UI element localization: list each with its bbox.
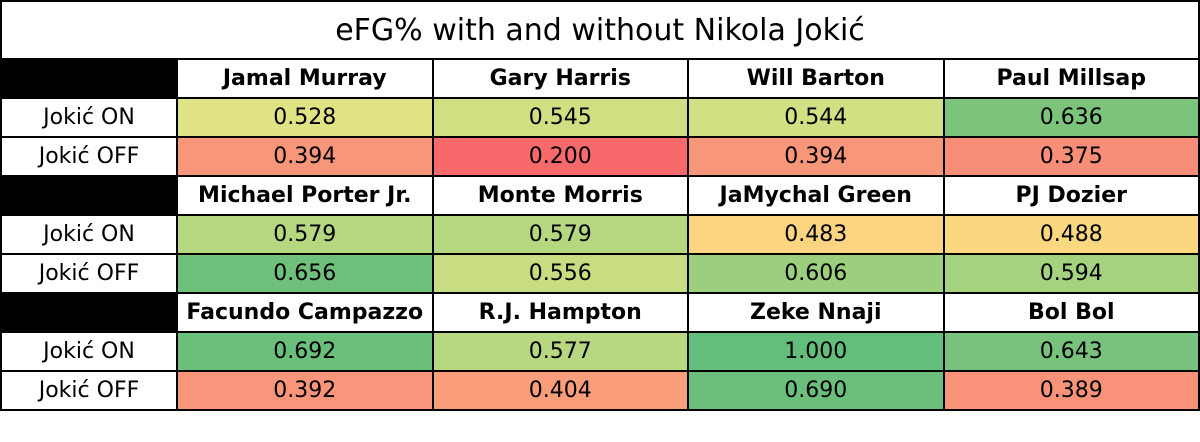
player-name: Monte Morris	[431, 175, 689, 216]
row-label: Jokić ON	[0, 331, 178, 372]
value-cell: 0.656	[176, 253, 434, 294]
player-name: PJ Dozier	[942, 175, 1200, 216]
value-cell: 0.375	[942, 136, 1200, 177]
header-row: Facundo Campazzo R.J. Hampton Zeke Nnaji Bo…	[0, 292, 1200, 333]
value-cell: 0.690	[687, 370, 945, 411]
value-cell: 0.389	[942, 370, 1200, 411]
data-row: Jokić OFF 0.392 0.404 0.690 0.389	[0, 370, 1200, 411]
player-name: R.J. Hampton	[431, 292, 689, 333]
player-name: Zeke Nnaji	[687, 292, 945, 333]
value-cell: 0.579	[176, 214, 434, 255]
row-label: Jokić ON	[0, 214, 178, 255]
value-cell: 0.636	[942, 97, 1200, 138]
value-cell: 0.545	[431, 97, 689, 138]
value-cell: 0.528	[176, 97, 434, 138]
player-name: Facundo Campazzo	[176, 292, 434, 333]
value-cell: 0.394	[176, 136, 434, 177]
value-cell: 1.000	[687, 331, 945, 372]
player-name: Gary Harris	[431, 58, 689, 99]
blank-cell	[0, 58, 178, 99]
value-cell: 0.556	[431, 253, 689, 294]
value-cell: 0.643	[942, 331, 1200, 372]
header-row: Michael Porter Jr. Monte Morris JaMychal G…	[0, 175, 1200, 216]
data-row: Jokić OFF 0.656 0.556 0.606 0.594	[0, 253, 1200, 294]
value-cell: 0.392	[176, 370, 434, 411]
data-row: Jokić ON 0.579 0.579 0.483 0.488	[0, 214, 1200, 255]
player-name: Paul Millsap	[942, 58, 1200, 99]
value-cell: 0.200	[431, 136, 689, 177]
value-cell: 0.488	[942, 214, 1200, 255]
player-name: JaMychal Green	[687, 175, 945, 216]
value-cell: 0.404	[431, 370, 689, 411]
player-name: Bol Bol	[942, 292, 1200, 333]
player-name: Jamal Murray	[176, 58, 434, 99]
data-row: Jokić ON 0.528 0.545 0.544 0.636	[0, 97, 1200, 138]
title-row: eFG% with and without Nikola Jokić	[0, 0, 1200, 60]
value-cell: 0.394	[687, 136, 945, 177]
value-cell: 0.594	[942, 253, 1200, 294]
data-row: Jokić ON 0.692 0.577 1.000 0.643	[0, 331, 1200, 372]
blank-cell	[0, 292, 178, 333]
blank-cell	[0, 175, 178, 216]
player-name: Will Barton	[687, 58, 945, 99]
player-name: Michael Porter Jr.	[176, 175, 434, 216]
row-label: Jokić ON	[0, 97, 178, 138]
value-cell: 0.692	[176, 331, 434, 372]
table-title: eFG% with and without Nikola Jokić	[0, 0, 1200, 60]
row-label: Jokić OFF	[0, 253, 178, 294]
value-cell: 0.579	[431, 214, 689, 255]
value-cell: 0.577	[431, 331, 689, 372]
value-cell: 0.544	[687, 97, 945, 138]
row-label: Jokić OFF	[0, 370, 178, 411]
row-label: Jokić OFF	[0, 136, 178, 177]
value-cell: 0.483	[687, 214, 945, 255]
value-cell: 0.606	[687, 253, 945, 294]
header-row: Jamal Murray Gary Harris Will Barton Paul M…	[0, 58, 1200, 99]
data-row: Jokić OFF 0.394 0.200 0.394 0.375	[0, 136, 1200, 177]
efg-table: eFG% with and without Nikola Jokić Jamal…	[0, 0, 1200, 411]
